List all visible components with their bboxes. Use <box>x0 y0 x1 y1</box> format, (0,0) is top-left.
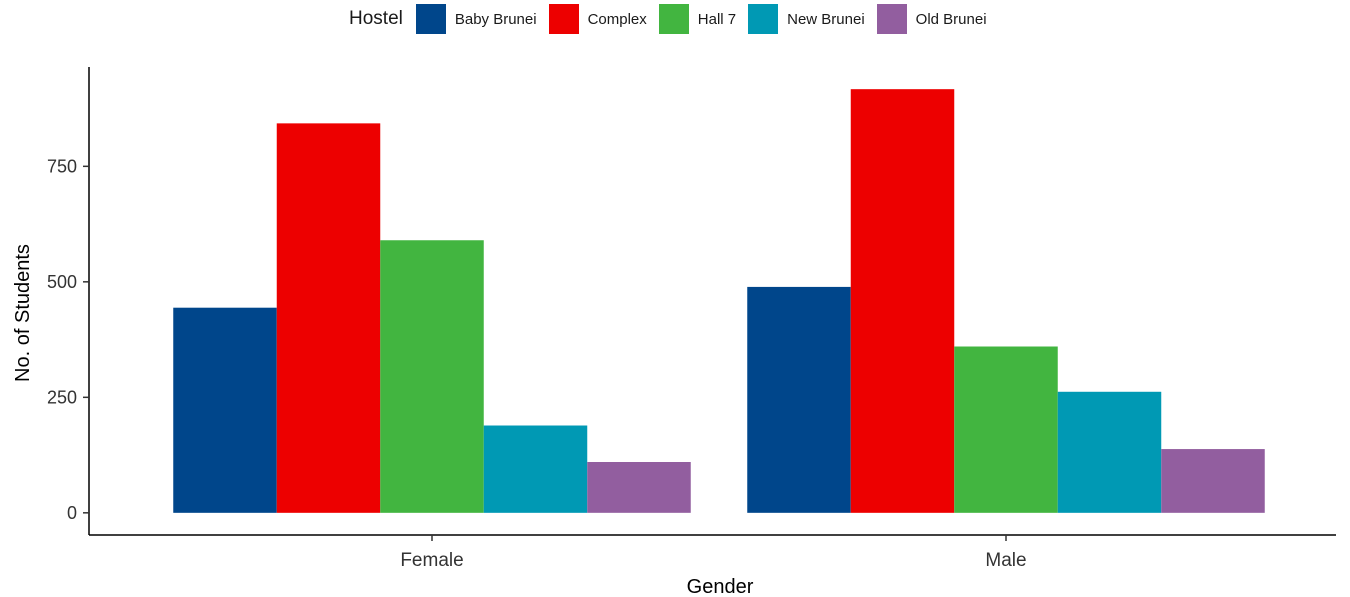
legend-swatch <box>748 4 779 34</box>
bar-male-baby-brunei <box>747 286 851 513</box>
bar-female-new-brunei <box>483 425 588 513</box>
y-tick-label: 500 <box>47 272 77 292</box>
legend-label: Baby Brunei <box>454 10 537 28</box>
legend-label: Complex <box>587 10 647 28</box>
x-tick-label-male: Male <box>985 550 1026 571</box>
bar-female-baby-brunei <box>173 307 277 513</box>
legend-label: Old Brunei <box>915 10 987 28</box>
y-ticks-group: 0 250 500 750 <box>47 156 89 523</box>
bar-male-old-brunei <box>1161 449 1265 513</box>
legend: Hostel Baby Brunei Complex Hall 7 New Brune… <box>349 4 999 34</box>
bar-male-complex <box>850 89 955 513</box>
legend-item-hall-7: Hall 7 <box>658 4 737 34</box>
bar-female-hall-7 <box>380 240 484 513</box>
legend-swatch <box>548 4 579 34</box>
bar-male-hall-7 <box>954 346 1058 513</box>
legend-title: Hostel <box>349 8 403 29</box>
bar-male-new-brunei <box>1057 391 1162 513</box>
legend-item-baby-brunei: Baby Brunei <box>415 4 537 34</box>
legend-item-old-brunei: Old Brunei <box>876 4 987 34</box>
legend-label: New Brunei <box>787 10 865 28</box>
bar-female-complex <box>276 123 381 513</box>
y-tick-label: 750 <box>47 156 77 176</box>
legend-swatch <box>415 4 446 34</box>
legend-item-new-brunei: New Brunei <box>748 4 865 34</box>
x-axis-label: Gender <box>687 576 754 597</box>
legend-item-complex: Complex <box>548 4 647 34</box>
legend-swatch <box>876 4 907 34</box>
y-axis-label: No. of Students <box>12 244 34 382</box>
x-tick-label-female: Female <box>400 550 463 571</box>
y-tick-label: 250 <box>47 387 77 407</box>
legend-items: Baby Brunei Complex Hall 7 New Brunei Old Br… <box>415 4 999 34</box>
x-ticks-group: Female Male <box>400 535 1027 571</box>
legend-label: Hall 7 <box>697 10 737 28</box>
bar-female-old-brunei <box>587 462 691 513</box>
bars-group <box>173 89 1265 513</box>
legend-swatch <box>658 4 689 34</box>
y-tick-label: 0 <box>67 503 77 523</box>
